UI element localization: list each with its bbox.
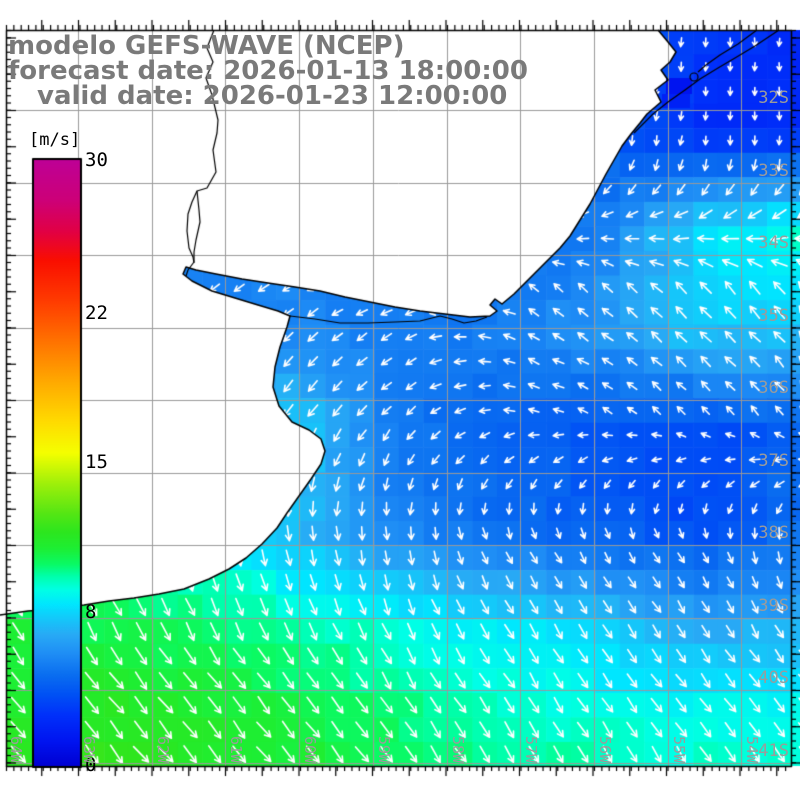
colorbar-unit-label: [m/s] (29, 130, 81, 150)
lon-label: 61W (227, 735, 245, 763)
lon-label: 62W (154, 735, 172, 763)
colorbar-tick-label: 15 (85, 451, 108, 473)
lat-label: 34S (758, 233, 789, 253)
colorbar-tick-label: 30 (85, 149, 108, 171)
colorbar-tick-label: 0 (85, 754, 97, 776)
lat-label: 35S (758, 306, 789, 326)
lon-label: 59W (375, 735, 393, 763)
lon-label: 56W (596, 735, 614, 763)
plot-title-valid-date: valid date: 2026-01-23 12:00:00 (37, 81, 508, 111)
lon-label: 57W (522, 735, 540, 763)
lat-label: 40S (758, 668, 789, 688)
lat-label: 38S (758, 523, 789, 543)
lon-label: 63W (80, 735, 98, 763)
lat-label: 32S (758, 88, 789, 108)
lon-label: 58W (449, 735, 467, 763)
plot-title-forecast-date: forecast date: 2026-01-13 18:00:00 (8, 56, 528, 86)
colorbar-tick-label: 8 (85, 601, 97, 623)
lat-label: 36S (758, 378, 789, 398)
lat-label: 39S (758, 596, 789, 616)
lon-label: 55W (670, 735, 688, 763)
lat-label: 37S (758, 451, 789, 471)
lat-label: 33S (758, 161, 789, 181)
lat-label: 41S (758, 741, 789, 761)
lon-label: 54W (743, 735, 761, 763)
lon-label: 64W (7, 735, 25, 763)
plot-title-model: modelo GEFS-WAVE (NCEP) (8, 31, 405, 61)
colorbar-tick-label: 22 (85, 302, 108, 324)
lon-label: 60W (301, 735, 319, 763)
